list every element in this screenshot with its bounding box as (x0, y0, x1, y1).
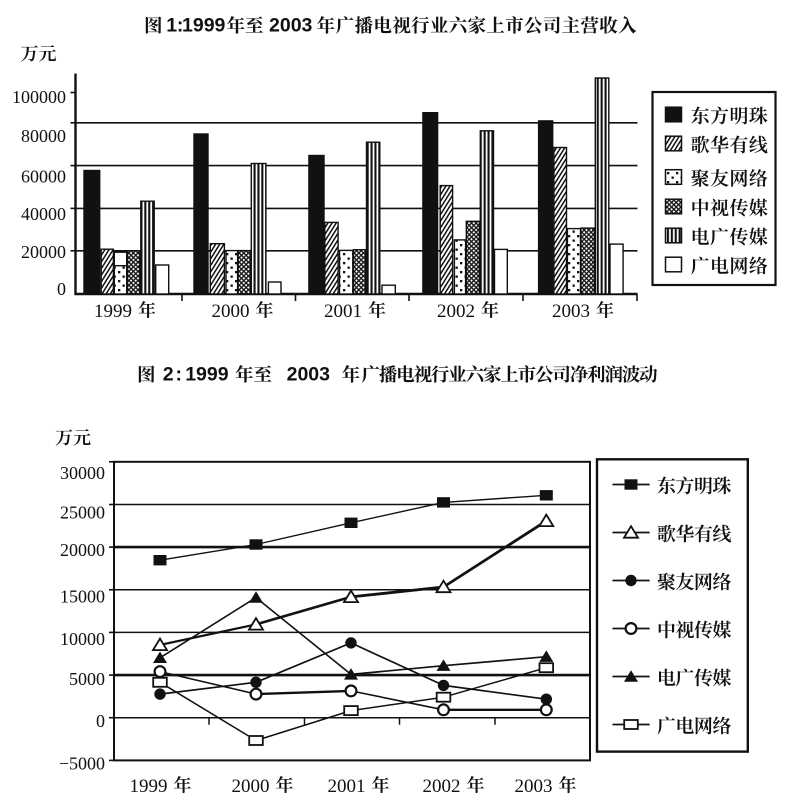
svg-text:2001: 2001 (324, 301, 362, 322)
svg-text:1999: 1999 (185, 364, 229, 386)
svg-text:80000: 80000 (21, 126, 66, 146)
svg-text:2000: 2000 (212, 301, 250, 322)
svg-text:100000: 100000 (12, 87, 66, 107)
svg-text:1999: 1999 (130, 776, 168, 797)
svg-text:2002: 2002 (423, 776, 461, 797)
svg-text:2000: 2000 (232, 776, 270, 797)
svg-text:20000: 20000 (60, 540, 105, 560)
svg-text:−5000: −5000 (59, 754, 105, 774)
svg-text:0: 0 (57, 279, 66, 299)
svg-text::: : (177, 15, 184, 37)
svg-text:0: 0 (96, 711, 105, 731)
svg-text:2001: 2001 (328, 776, 366, 797)
svg-text:2003: 2003 (552, 301, 590, 322)
svg-text::: : (176, 364, 183, 386)
svg-text:5000: 5000 (69, 669, 105, 689)
svg-text:10000: 10000 (60, 629, 105, 649)
svg-text:1: 1 (166, 15, 177, 37)
svg-text:2003: 2003 (269, 15, 313, 37)
svg-text:20000: 20000 (21, 242, 66, 262)
svg-text:30000: 30000 (60, 463, 105, 483)
svg-text:1999: 1999 (182, 15, 226, 37)
svg-text:2002: 2002 (437, 301, 475, 322)
svg-text:2003: 2003 (287, 364, 331, 386)
svg-text:2: 2 (163, 364, 174, 386)
svg-text:40000: 40000 (21, 204, 66, 224)
svg-text:25000: 25000 (60, 503, 105, 523)
svg-text:2003: 2003 (515, 776, 553, 797)
svg-text:60000: 60000 (21, 167, 66, 187)
svg-text:15000: 15000 (60, 587, 105, 607)
svg-text:1999: 1999 (94, 301, 132, 322)
